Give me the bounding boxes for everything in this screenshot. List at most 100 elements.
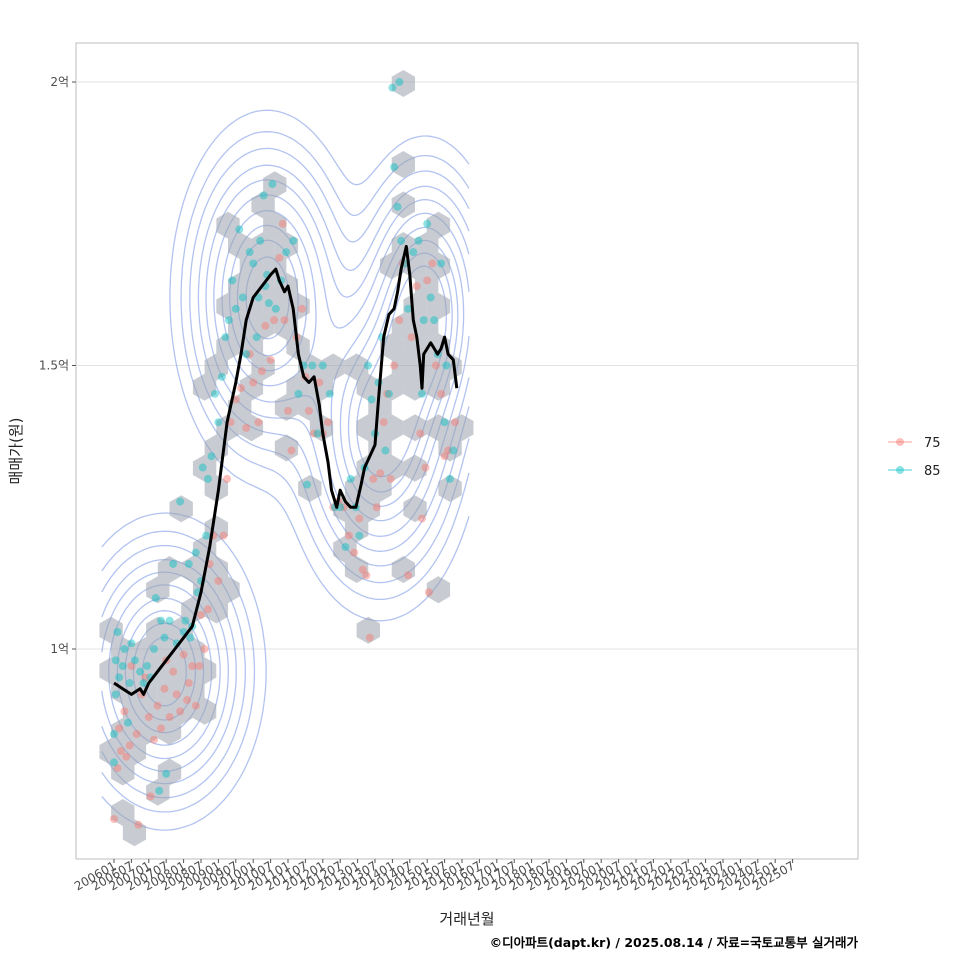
point-85 xyxy=(203,474,212,483)
point-85 xyxy=(214,418,223,427)
hexbin-cell xyxy=(192,373,217,401)
point-85 xyxy=(426,293,435,302)
point-85 xyxy=(245,248,254,257)
point-75 xyxy=(275,253,284,262)
point-75 xyxy=(315,378,324,387)
hexbin-cell xyxy=(391,232,415,259)
point-85 xyxy=(423,219,432,228)
point-85 xyxy=(184,559,193,568)
point-75 xyxy=(424,588,433,597)
point-85 xyxy=(228,276,237,285)
point-75 xyxy=(132,730,141,739)
hexbin-cell xyxy=(204,353,228,381)
point-75 xyxy=(369,474,378,483)
point-75 xyxy=(184,679,193,688)
point-85 xyxy=(111,656,120,665)
point-75 xyxy=(120,707,129,716)
point-85 xyxy=(139,679,148,688)
point-75 xyxy=(160,684,169,693)
point-85 xyxy=(252,333,261,342)
hexbin-cell xyxy=(251,353,275,381)
hexbin-cell xyxy=(274,313,299,340)
point-85 xyxy=(364,361,373,370)
point-85 xyxy=(419,316,428,325)
hexbin-cell xyxy=(415,313,439,340)
hexbin-cell xyxy=(134,718,158,745)
hexbin-cell xyxy=(403,414,427,442)
hexbin-cell xyxy=(438,434,462,462)
point-85 xyxy=(136,667,145,676)
hexbin-cell xyxy=(239,414,264,442)
hexbin-cell xyxy=(192,454,217,482)
hexbin-cell xyxy=(111,637,135,664)
point-75 xyxy=(153,701,162,710)
point-85 xyxy=(445,474,454,483)
point-75 xyxy=(372,503,381,512)
point-85 xyxy=(207,452,216,461)
point-85 xyxy=(437,259,446,268)
point-85 xyxy=(249,259,258,268)
hexbin-cell xyxy=(380,454,404,482)
hexbin-cell xyxy=(239,252,264,280)
point-85 xyxy=(417,389,426,398)
point-85 xyxy=(264,299,273,308)
point-85 xyxy=(191,548,200,557)
point-85 xyxy=(160,633,169,642)
point-85 xyxy=(256,236,265,245)
point-85 xyxy=(303,480,312,489)
point-85 xyxy=(115,673,124,682)
point-85 xyxy=(113,627,122,636)
legend-label: 75 xyxy=(924,436,941,451)
point-75 xyxy=(280,316,289,325)
point-75 xyxy=(278,219,287,228)
hexbin-cell xyxy=(380,333,404,361)
hexbin-cell xyxy=(239,333,264,361)
point-75 xyxy=(440,452,449,461)
point-85 xyxy=(271,304,280,313)
hexbin-cell xyxy=(426,211,451,239)
hexbin-cell xyxy=(169,495,193,523)
point-75 xyxy=(451,418,460,427)
point-85 xyxy=(325,389,334,398)
point-75 xyxy=(219,531,228,540)
point-85 xyxy=(156,616,165,625)
point-85 xyxy=(235,225,244,234)
point-75 xyxy=(176,707,185,716)
hexbin-cell xyxy=(426,292,451,320)
point-85 xyxy=(143,662,152,671)
hexbin-cell xyxy=(157,677,182,705)
hexbin-cell xyxy=(228,232,252,259)
point-75 xyxy=(125,741,134,750)
hexbin-cell xyxy=(122,819,147,847)
point-75 xyxy=(355,514,364,523)
point-75 xyxy=(165,713,174,722)
hexbin-cell xyxy=(356,495,380,523)
hexbin-cell xyxy=(356,414,380,442)
hexbin-cell xyxy=(192,657,217,685)
point-75 xyxy=(339,503,348,512)
point-85 xyxy=(231,304,240,313)
point-75 xyxy=(242,423,251,432)
hexbin-cell xyxy=(426,414,451,442)
point-75 xyxy=(379,418,388,427)
hexbin-cell xyxy=(356,616,380,644)
hexbin-cell xyxy=(157,758,182,786)
point-75 xyxy=(437,389,446,398)
hexbin-cell xyxy=(274,394,299,421)
point-75 xyxy=(386,474,395,483)
point-75 xyxy=(144,713,153,722)
point-75 xyxy=(304,406,313,415)
point-75 xyxy=(344,531,353,540)
point-75 xyxy=(191,701,200,710)
point-85 xyxy=(449,446,458,455)
point-85 xyxy=(224,316,233,325)
hexbin-cell xyxy=(122,697,147,725)
hexbin-cell xyxy=(122,738,147,766)
point-85 xyxy=(150,645,159,653)
point-75 xyxy=(150,735,159,744)
hexbin-cell xyxy=(216,414,240,442)
point-85 xyxy=(127,639,136,648)
hexbin-cell xyxy=(157,556,182,583)
hexbin-cell xyxy=(204,556,228,583)
